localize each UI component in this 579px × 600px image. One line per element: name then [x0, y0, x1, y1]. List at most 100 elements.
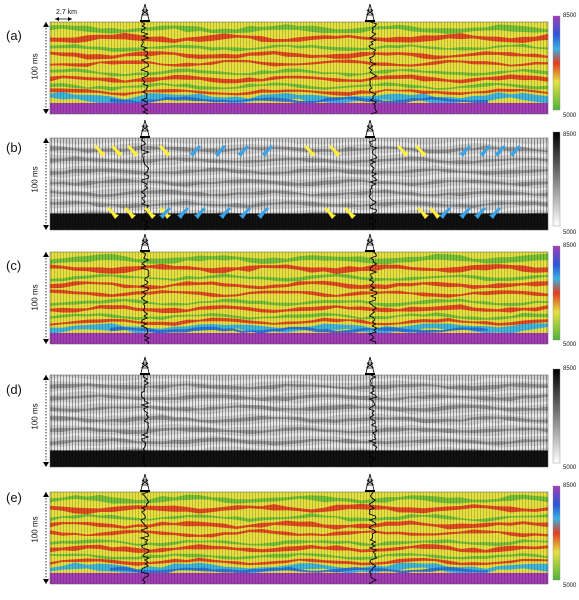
panel-e-time-axis-bottom-arrow [43, 579, 49, 584]
time-axis-label-e: 100 ms [30, 516, 40, 543]
panel-b-yellow-arrow-bottom [428, 206, 441, 219]
panel-b-time-axis-bottom-arrow [43, 225, 49, 230]
panel-c-time-axis-top-arrow [43, 252, 49, 257]
panel-b-blue-arrow-top [494, 144, 507, 157]
panel-d-label: (d) [6, 382, 22, 397]
panel-b-yellow-arrow-top [93, 144, 106, 157]
panel-b-yellow-arrow-top [414, 144, 427, 157]
panel-b-yellow-arrow-top [158, 144, 171, 157]
panel-e-label: (e) [6, 490, 22, 505]
panel-c-well-log-1 [140, 251, 151, 345]
panel-b-blue-arrow-bottom [257, 206, 270, 219]
panel-b-traces [50, 138, 548, 230]
panel-b-blue-arrow-top [509, 144, 522, 157]
panel-e-well-derrick-2 [365, 473, 375, 492]
panel-d-traces [50, 375, 548, 467]
panel-b-blue-arrow-top [261, 144, 274, 157]
panel-b-blue-arrow-bottom [489, 206, 502, 219]
panel-b-blue-arrow-bottom [177, 206, 190, 219]
panel-c-well-log-2 [368, 251, 378, 345]
panel-b-well-log-1 [140, 137, 151, 231]
panel-e-well-log-1 [139, 491, 151, 585]
panel-b-well-derrick-2 [365, 119, 375, 138]
panel-b-frame [49, 137, 549, 231]
panel-b-well-log-2 [368, 137, 378, 231]
panel-b-yellow-arrow-bottom [106, 206, 119, 219]
panel-a-well-log-1 [140, 21, 150, 115]
panel-e-time-axis-top-arrow [43, 492, 49, 497]
colorbar-bottom-c: 5000 [563, 342, 577, 348]
panel-a-well-derrick-1 [140, 3, 150, 22]
colorbar-bottom-b: 5000 [563, 230, 577, 236]
panel-a-traces [50, 22, 548, 114]
time-axis-label-a: 100 ms [30, 53, 40, 80]
panel-d-colorbar [552, 368, 561, 464]
panel-b-blue-arrow-bottom [194, 206, 207, 219]
panel-c-traces [50, 252, 548, 344]
panel-b-blue-arrow-top [459, 144, 472, 157]
colorbar-bottom-d: 5000 [563, 465, 577, 471]
panel-b-time-axis-top-arrow [43, 138, 49, 143]
panel-b-yellow-arrow-top [110, 144, 123, 157]
panel-b-yellow-arrow-top [126, 144, 139, 157]
panel-c-well-derrick-1 [140, 233, 150, 252]
panel-e-well-log-2 [368, 491, 378, 585]
colorbar-bottom-e: 5000 [563, 583, 577, 589]
panel-c-time-axis-bottom-arrow [43, 339, 49, 344]
panel-b-yellow-arrow-bottom [416, 206, 429, 219]
panel-a-well-derrick-2 [365, 3, 375, 22]
panel-b-blue-arrow-bottom [474, 206, 487, 219]
panel-b-blue-arrow-top [189, 144, 202, 157]
panel-b-yellow-arrow-bottom [323, 206, 336, 219]
panel-c-colorbar [552, 245, 561, 341]
panel-b-blue-arrow-bottom [219, 206, 232, 219]
panel-b-well-derrick-1 [140, 119, 150, 138]
panel-b-blue-arrow-bottom [459, 206, 472, 219]
panel-d-time-axis-bottom-arrow [43, 462, 49, 467]
time-axis-label-b: 100 ms [30, 166, 40, 193]
colorbar-top-b: 8500 [563, 132, 577, 138]
panel-d-frame [49, 374, 549, 468]
panel-a-frame [49, 21, 549, 115]
colorbar-top-d: 8500 [563, 366, 577, 372]
panel-b-blue-arrow-top [479, 144, 492, 157]
panel-e-colorbar [552, 485, 561, 581]
time-axis-label-d: 100 ms [30, 403, 40, 430]
panel-c-well-derrick-2 [365, 233, 375, 252]
time-axis-label-c: 100 ms [30, 284, 40, 311]
colorbar-top-a: 8500 [563, 13, 577, 19]
panel-a-well-log-2 [368, 21, 378, 115]
panel-b-label: (b) [6, 140, 22, 155]
panel-a-time-axis-top-arrow [43, 22, 49, 27]
colorbar-bottom-a: 5000 [563, 113, 577, 119]
panel-b-yellow-arrow-top [396, 144, 409, 157]
panel-a-time-axis-bottom-arrow [43, 109, 49, 114]
panel-b-blue-arrow-bottom [439, 206, 452, 219]
scale-bar-label: 2.7 km [56, 9, 78, 16]
panel-d-well-derrick-2 [365, 356, 375, 375]
panel-b-blue-arrow-bottom [159, 206, 172, 219]
panel-e-frame [49, 491, 549, 585]
panel-b-yellow-arrow-bottom [343, 206, 356, 219]
panel-b-yellow-arrow-bottom [123, 206, 136, 219]
panel-b-blue-arrow-bottom [239, 206, 252, 219]
panel-c-frame [49, 251, 549, 345]
panel-d-well-log-2 [367, 374, 378, 468]
panel-b-yellow-arrow-top [328, 144, 341, 157]
panel-b-blue-arrow-top [237, 144, 250, 157]
panel-e-well-derrick-1 [140, 473, 150, 492]
panel-a-colorbar [552, 15, 561, 111]
panel-b-yellow-arrow-bottom [143, 206, 156, 219]
panel-b-colorbar [552, 131, 561, 227]
panel-e-traces [50, 492, 548, 584]
panel-a-label: (a) [6, 28, 22, 43]
panel-c-label: (c) [6, 258, 22, 273]
panel-d-well-log-1 [140, 374, 150, 468]
colorbar-top-e: 8500 [563, 483, 577, 489]
scale-bar-arrows [55, 17, 72, 21]
colorbar-top-c: 8500 [563, 243, 577, 249]
panel-b-yellow-arrow-top [303, 144, 316, 157]
panel-b-blue-arrow-top [214, 144, 227, 157]
